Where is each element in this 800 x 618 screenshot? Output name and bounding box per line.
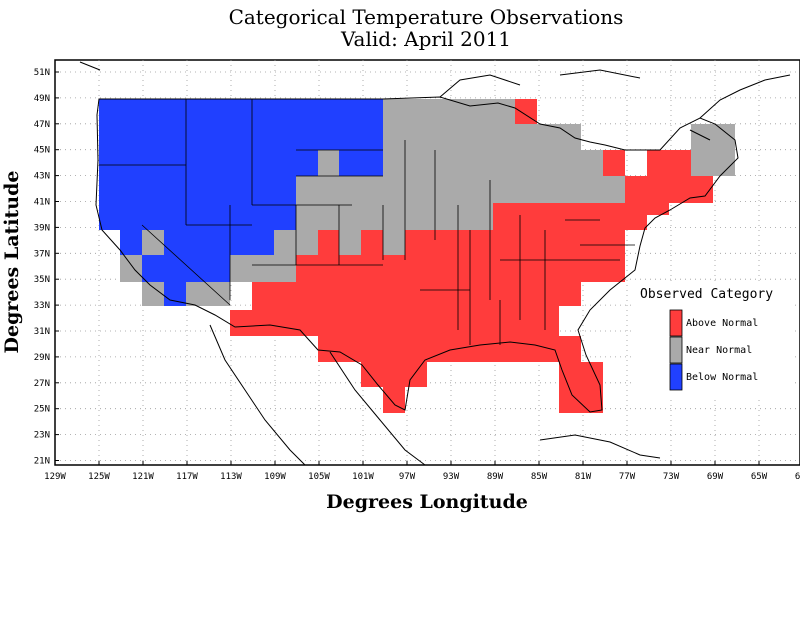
legend-title: Observed Category xyxy=(640,287,773,302)
legend-entries: Above Normal Near Normal Below Normal xyxy=(669,309,758,391)
x-tick-label: 93W xyxy=(443,472,460,482)
above-normal-cell-upper-michigan xyxy=(515,99,537,124)
y-tick-label: 43N xyxy=(34,172,50,182)
y-tick-label: 41N xyxy=(34,198,50,208)
x-tick-label: 121W xyxy=(132,472,154,482)
y-tick-label: 35N xyxy=(34,275,50,285)
near-normal-region-central xyxy=(296,99,647,255)
y-tick-label: 39N xyxy=(34,223,50,233)
y-tick-labels: 51N 49N 47N 45N 43N 41N 39N 37N 35N 33N 31N 29N 27N 2… xyxy=(34,68,59,467)
y-tick-label: 51N xyxy=(34,68,50,78)
legend-swatch xyxy=(669,363,683,391)
y-tick-label: 31N xyxy=(34,327,50,337)
legend-swatch xyxy=(669,336,683,364)
above-normal-region-northeast xyxy=(625,150,713,215)
x-tick-label: 89W xyxy=(487,472,504,482)
x-tick-label: 113W xyxy=(220,472,242,482)
x-tick-label: 125W xyxy=(88,472,110,482)
x-tick-label: 61W xyxy=(795,472,800,482)
near-normal-cell-az-1 xyxy=(186,282,230,306)
y-tick-label: 45N xyxy=(34,146,50,156)
y-tick-label: 27N xyxy=(34,379,50,389)
x-tick-label: 73W xyxy=(663,472,680,482)
above-normal-region-south xyxy=(230,203,647,413)
near-normal-cell-ca-1 xyxy=(142,230,164,255)
x-tick-label: 109W xyxy=(264,472,286,482)
x-axis-title: Degrees Longitude xyxy=(326,491,528,513)
x-tick-labels: 129W 125W 121W 117W 113W 109W 105W 101W 97W 93W 89… xyxy=(44,461,800,482)
cuba-coast xyxy=(539,434,661,459)
above-normal-cells xyxy=(230,99,713,413)
x-tick-label: 129W xyxy=(44,472,66,482)
below-normal-region-west xyxy=(99,99,383,306)
near-normal-cell-ca-3 xyxy=(142,282,164,306)
x-tick-label: 81W xyxy=(575,472,592,482)
x-tick-label: 69W xyxy=(707,472,724,482)
y-tick-label: 47N xyxy=(34,120,50,130)
near-normal-cell-montana-east xyxy=(318,150,339,176)
canada-coast xyxy=(79,61,791,141)
x-tick-label: 77W xyxy=(619,472,636,482)
near-normal-cells xyxy=(120,99,735,306)
category-cells xyxy=(99,99,735,413)
legend-label: Below Normal xyxy=(686,372,758,383)
map-title: Categorical Temperature Observations xyxy=(229,5,624,29)
legend-background xyxy=(634,282,794,398)
geographic-boundaries xyxy=(79,61,791,466)
mexico-coast xyxy=(209,324,426,466)
x-tick-label: 105W xyxy=(308,472,330,482)
near-normal-cell-maine xyxy=(691,124,735,176)
us-outline xyxy=(95,96,739,413)
above-normal-cell-florida-1 xyxy=(559,362,603,413)
y-tick-label: 25N xyxy=(34,405,50,415)
x-tick-label: 101W xyxy=(352,472,374,482)
y-axis-title: Degrees Latitude xyxy=(1,171,23,354)
map-subtitle: Valid: April 2011 xyxy=(340,27,511,51)
above-normal-cell-pa xyxy=(603,150,625,176)
x-tick-label: 97W xyxy=(399,472,416,482)
x-tick-label: 85W xyxy=(531,472,548,482)
near-normal-cell-az-2 xyxy=(230,255,296,282)
state-lines xyxy=(99,99,635,345)
near-normal-cell-ca-2 xyxy=(120,255,142,282)
y-tick-label: 49N xyxy=(34,94,50,104)
legend-swatch xyxy=(669,309,683,337)
y-tick-label: 37N xyxy=(34,249,50,259)
above-normal-cell-florida-2 xyxy=(559,336,581,362)
y-tick-label: 21N xyxy=(34,457,50,467)
legend-label: Above Normal xyxy=(686,318,758,329)
y-tick-label: 29N xyxy=(34,353,50,363)
y-tick-label: 23N xyxy=(34,431,50,441)
legend-label: Near Normal xyxy=(686,345,752,356)
x-tick-label: 117W xyxy=(176,472,198,482)
y-tick-label: 33N xyxy=(34,301,50,311)
legend: Observed Category Above Normal Near Norma… xyxy=(634,282,794,398)
near-normal-cell-nm xyxy=(274,230,296,255)
x-tick-label: 65W xyxy=(751,472,768,482)
